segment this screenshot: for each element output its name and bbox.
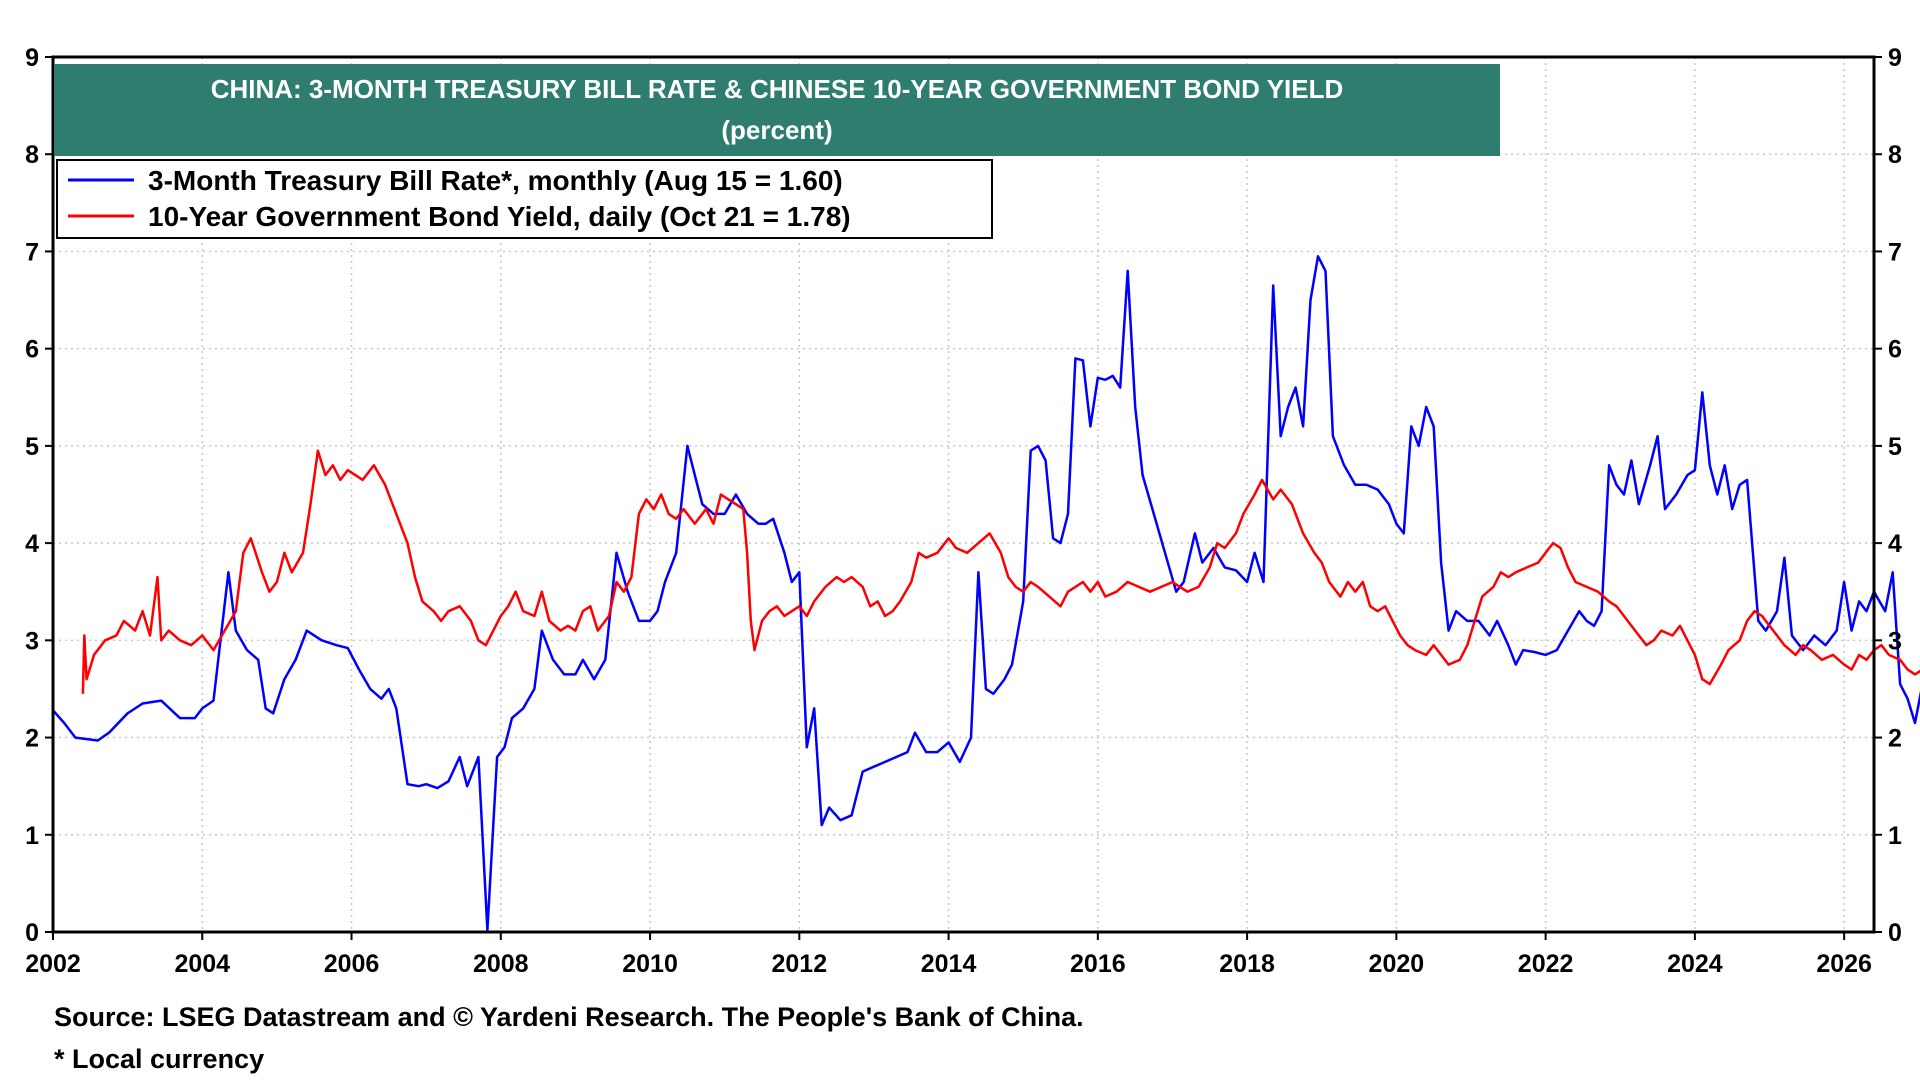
y-tick-label-left: 4 xyxy=(25,530,39,558)
chart-title: CHINA: 3-MONTH TREASURY BILL RATE & CHIN… xyxy=(211,74,1344,104)
x-tick-label: 2006 xyxy=(324,950,380,978)
legend-box xyxy=(56,159,993,239)
y-tick-label-left: 8 xyxy=(25,141,39,169)
y-tick-label-left: 1 xyxy=(25,822,39,850)
y-tick-label-left: 6 xyxy=(25,336,39,364)
y-tick-label-left: 9 xyxy=(25,44,39,72)
y-tick-label-right: 3 xyxy=(1888,627,1902,655)
y-tick-label-right: 2 xyxy=(1888,725,1902,753)
y-tick-label-right: 8 xyxy=(1888,141,1902,169)
y-tick-label-right: 0 xyxy=(1888,919,1902,947)
x-tick-label: 2018 xyxy=(1219,950,1275,978)
series-lines xyxy=(52,255,1920,932)
x-tick-label: 2004 xyxy=(174,950,230,978)
y-tick-label-right: 6 xyxy=(1888,336,1902,364)
x-tick-label: 2020 xyxy=(1369,950,1425,978)
legend: 3-Month Treasury Bill Rate*, monthly (Au… xyxy=(56,159,993,239)
y-tick-label-right: 9 xyxy=(1888,44,1902,72)
axes: 0 0 1 1 2 2 3 3 4 4 5 5 6 6 7 7 8 8 9 9 2002 2004 2006 2008 2010… xyxy=(25,44,1902,978)
series-line-tbill-rate xyxy=(52,255,1920,932)
x-tick-label: 2012 xyxy=(771,950,827,978)
y-tick-label-right: 4 xyxy=(1888,530,1902,558)
y-tick-label-left: 5 xyxy=(25,433,39,461)
x-tick-label: 2010 xyxy=(622,950,678,978)
y-tick-label-right: 1 xyxy=(1888,822,1902,850)
plot-area-frame xyxy=(51,55,1876,934)
y-tick-label-left: 0 xyxy=(25,919,39,947)
x-tick-label: 2002 xyxy=(25,950,81,978)
x-tick-label: 2026 xyxy=(1816,950,1872,978)
series-line-bond-yield xyxy=(81,449,1920,694)
currency-note: * Local currency xyxy=(54,1044,265,1074)
chart-subtitle: (percent) xyxy=(721,115,832,145)
y-tick-label-right: 7 xyxy=(1888,238,1902,266)
x-tick-label: 2008 xyxy=(473,950,529,978)
x-tick-label: 2014 xyxy=(921,950,977,978)
x-tick-label: 2022 xyxy=(1518,950,1574,978)
x-tick-label: 2016 xyxy=(1070,950,1126,978)
y-tick-label-left: 3 xyxy=(25,627,39,655)
legend-label-tbill: 3-Month Treasury Bill Rate*, monthly (Au… xyxy=(148,165,843,196)
y-tick-label-right: 5 xyxy=(1888,433,1902,461)
x-tick-label: 2024 xyxy=(1667,950,1723,978)
y-tick-label-left: 2 xyxy=(25,725,39,753)
title-band xyxy=(54,64,1500,156)
legend-label-bond: 10-Year Government Bond Yield, daily (Oc… xyxy=(148,201,851,232)
y-tick-label-left: 7 xyxy=(25,238,39,266)
source-note: Source: LSEG Datastream and © Yardeni Re… xyxy=(54,1002,1084,1032)
